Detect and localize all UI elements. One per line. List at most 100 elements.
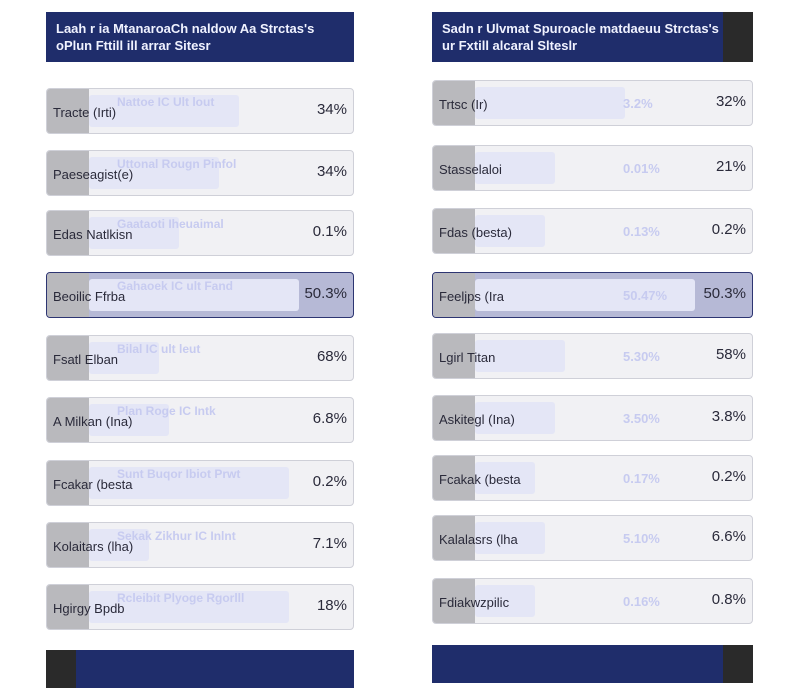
row-share: 5.10%: [623, 531, 660, 546]
row-value: 6.6%: [711, 528, 746, 545]
list-row: Fcakar (besta Sunt Buqor Ibiot Prwt 0.2%: [46, 460, 354, 506]
row-icon: [47, 336, 89, 380]
row-icon: [47, 89, 89, 133]
row-icon: [433, 209, 475, 253]
right-panel: Sadn r Ulvmat Spuroacle matdaeuu Strctas…: [432, 0, 753, 693]
row-value: 0.2%: [711, 221, 746, 238]
row-share: 0.16%: [623, 594, 660, 609]
row-bar: [89, 591, 289, 623]
row-label: Fcakak (besta: [439, 472, 521, 487]
row-bar: [475, 462, 535, 494]
row-bar: [475, 402, 555, 434]
list-row: Fcakak (besta 0.17% 0.2%: [432, 455, 753, 501]
row-value: 0.2%: [312, 473, 347, 490]
list-row: Feeljps (Ira 50.47% 50.3%: [432, 272, 753, 318]
row-share: 0.13%: [623, 224, 660, 239]
row-sublabel: Sunt Buqor Ibiot Prwt: [117, 467, 241, 481]
list-row: Fdas (besta) 0.13% 0.2%: [432, 208, 753, 254]
row-label: A Milkan (Ina): [53, 414, 133, 429]
row-icon: [433, 334, 475, 378]
row-sublabel: Uttonal Rougn Pinfol: [117, 157, 237, 171]
list-row: Lgirl Titan 5.30% 58%: [432, 333, 753, 379]
row-value: 7.1%: [312, 535, 347, 552]
row-icon: [433, 146, 475, 190]
panel-footer: [46, 650, 354, 688]
row-bar: [475, 522, 545, 554]
row-label: Fcakar (besta: [53, 477, 133, 492]
row-value: 21%: [715, 158, 746, 175]
row-label: Stasselaloi: [439, 162, 502, 177]
row-value: 0.1%: [312, 223, 347, 240]
row-bar: [89, 467, 289, 499]
row-share: 5.30%: [623, 349, 660, 364]
list-row: Fdiakwzpilic 0.16% 0.8%: [432, 578, 753, 624]
row-value: 3.8%: [711, 408, 746, 425]
row-icon: [47, 273, 89, 317]
row-icon: [433, 516, 475, 560]
row-label: Tracte (Irti): [53, 105, 117, 120]
list-row: A Milkan (Ina) Plan Roge IC Intk 6.8%: [46, 397, 354, 443]
row-bar: [89, 279, 299, 311]
list-row: Beoilic Ffrba Gahaoek IC ult Fand 50.3%: [46, 272, 354, 318]
row-label: Fdas (besta): [439, 225, 512, 240]
row-bar: [89, 404, 169, 436]
row-icon: [47, 151, 89, 195]
row-icon: [47, 211, 89, 255]
panel-header: Laah r ia MtanaroaCh naldow Aa Strctas's…: [46, 12, 354, 62]
footer-cap: [723, 645, 753, 683]
panel-title: Laah r ia MtanaroaCh naldow Aa Strctas's…: [56, 21, 315, 53]
row-bar: [89, 342, 159, 374]
row-icon: [433, 81, 475, 125]
header-cap: [723, 12, 753, 62]
left-panel: Laah r ia MtanaroaCh naldow Aa Strctas's…: [46, 0, 354, 693]
row-value: 0.2%: [711, 468, 746, 485]
row-value: 18%: [316, 597, 347, 614]
row-label: Lgirl Titan: [439, 350, 496, 365]
row-label: Fdiakwzpilic: [439, 595, 510, 610]
row-icon: [433, 456, 475, 500]
row-label: Fsatl Elban: [53, 352, 119, 367]
row-share: 0.17%: [623, 471, 660, 486]
list-row: Fsatl Elban Bilal IC ult leut 68%: [46, 335, 354, 381]
list-row: Edas Natlkisn Gaataoti Iheuaimal 0.1%: [46, 210, 354, 256]
row-icon: [47, 523, 89, 567]
row-bar: [475, 585, 535, 617]
row-bar: [89, 95, 239, 127]
row-label: Kalalasrs (lha: [439, 532, 518, 547]
row-sublabel: Sekak Zikhur IC Inlnt: [117, 529, 236, 543]
row-icon: [47, 461, 89, 505]
row-sublabel: Rcleibit Plyoge Rgorlll: [117, 591, 245, 605]
row-bar: [475, 215, 545, 247]
list-row: Askitegl (Ina) 3.50% 3.8%: [432, 395, 753, 441]
row-value: 32%: [715, 93, 746, 110]
row-icon: [47, 585, 89, 629]
row-icon: [433, 396, 475, 440]
row-bar: [475, 340, 565, 372]
row-share: 50.47%: [623, 288, 668, 303]
row-share: 0.01%: [623, 161, 660, 176]
row-icon: [433, 273, 475, 317]
footer-cap: [46, 650, 76, 688]
row-value: 0.8%: [711, 591, 746, 608]
row-label: Askitegl (Ina): [439, 412, 515, 427]
list-row: Kalalasrs (lha 5.10% 6.6%: [432, 515, 753, 561]
row-label: Trtsc (Ir): [439, 97, 488, 112]
row-sublabel: Plan Roge IC Intk: [117, 404, 216, 418]
row-label: Paeseagist(e): [53, 167, 134, 182]
row-value: 50.3%: [703, 285, 746, 302]
list-row: Stasselaloi 0.01% 21%: [432, 145, 753, 191]
list-row: Hgirgy Bpdb Rcleibit Plyoge Rgorlll 18%: [46, 584, 354, 630]
row-bar: [475, 279, 695, 311]
list-row: Tracte (Irti) Nattoe IC Ult lout 34%: [46, 88, 354, 134]
panel-header: Sadn r Ulvmat Spuroacle matdaeuu Strctas…: [432, 12, 753, 62]
row-label: Kolaitars (lha): [53, 539, 134, 554]
row-icon: [433, 579, 475, 623]
row-label: Beoilic Ffrba: [53, 289, 126, 304]
row-value: 34%: [316, 101, 347, 118]
row-share: 3.50%: [623, 411, 660, 426]
row-bar: [89, 529, 149, 561]
row-label: Edas Natlkisn: [53, 227, 133, 242]
row-value: 50.3%: [304, 285, 347, 302]
row-sublabel: Gahaoek IC ult Fand: [117, 279, 234, 293]
